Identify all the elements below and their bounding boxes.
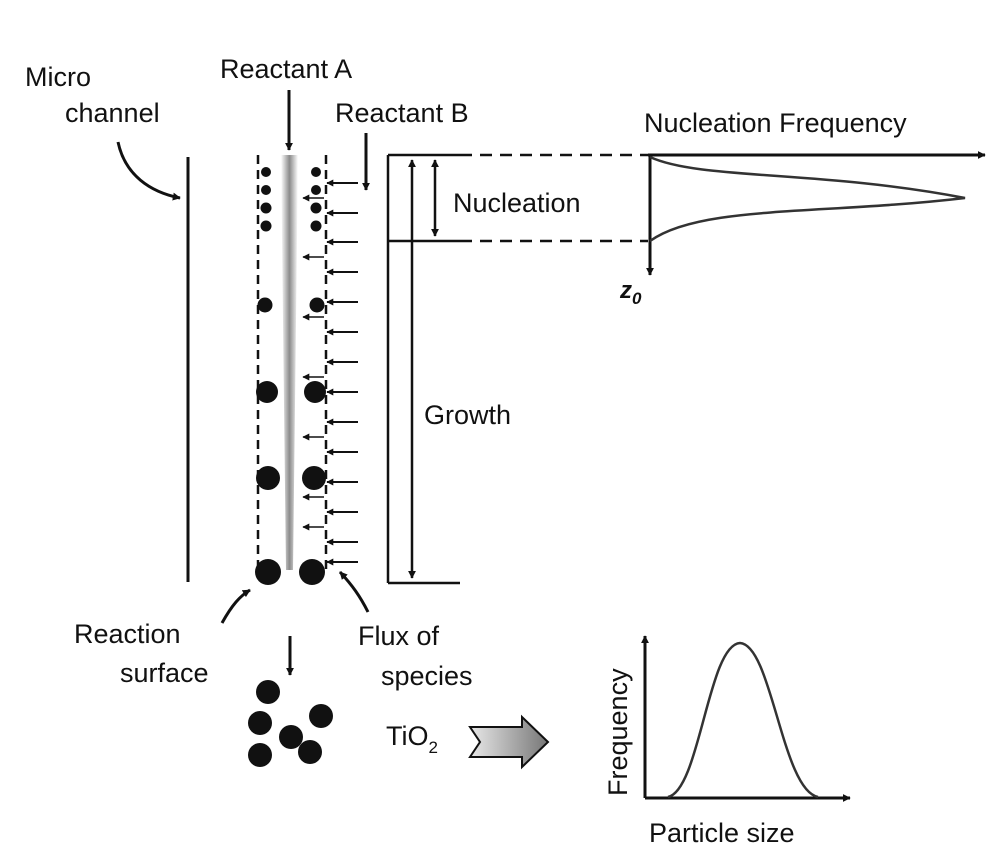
flux-callout: Flux of species <box>338 570 473 691</box>
micro-channel-label-line2: channel <box>65 98 160 128</box>
flux-label-line1: Flux of <box>358 621 440 651</box>
particle-size-axis-label: Particle size <box>649 818 795 848</box>
growth-label: Growth <box>424 400 511 430</box>
reaction-surface-label-line2: surface <box>120 658 209 688</box>
frequency-axis-label: Frequency <box>603 668 633 796</box>
tio2-particles <box>248 680 333 767</box>
micro-channel: Micro channel <box>25 62 190 582</box>
flux-label-line2: species <box>381 661 473 691</box>
size-distribution-curve <box>667 641 819 799</box>
reactant-a: Reactant A <box>220 54 352 151</box>
reaction-surface-callout: Reaction surface <box>74 588 251 688</box>
nucleation-label: Nucleation <box>453 188 581 218</box>
nucleation-frequency-plot: Nucleation Frequency z0 <box>619 108 986 308</box>
reactant-a-label: Reactant A <box>220 54 352 84</box>
reactant-b-label: Reactant B <box>335 98 469 128</box>
tio2-label: TiO2 <box>386 721 438 757</box>
nucleation-frequency-curve <box>649 155 966 243</box>
reactant-a-stream <box>281 155 298 570</box>
reaction-surface-label-line1: Reaction <box>74 619 181 649</box>
zone-markers: Nucleation Growth <box>386 153 648 585</box>
nucleation-frequency-label: Nucleation Frequency <box>644 108 907 138</box>
z0-label: z0 <box>619 277 642 308</box>
reactant-b: Reactant B <box>335 98 469 191</box>
tio2-product: TiO2 <box>248 636 550 770</box>
particle-size-distribution-plot: Frequency Particle size <box>603 635 851 848</box>
reaction-zone <box>255 155 358 585</box>
particles-in-channel <box>255 167 326 585</box>
micro-channel-label-line1: Micro <box>25 62 91 92</box>
yields-arrow <box>468 714 550 770</box>
flux-arrows <box>302 179 358 566</box>
